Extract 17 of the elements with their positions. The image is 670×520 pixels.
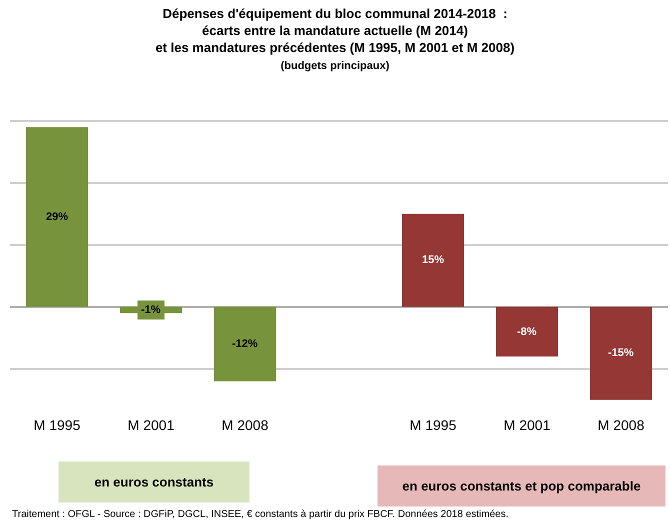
data-label: -15% <box>608 347 634 359</box>
text: en euros constants et pop comparable <box>402 478 641 494</box>
text: Traitement : OFGL - Source : DGFiP, DGCL, INSEE, € constants à partir du prix FBCF. Données 2018 estimées. <box>12 509 508 520</box>
data-label: 29% <box>46 211 68 223</box>
x-tick-label: M 2001 <box>504 417 551 433</box>
x-tick-label: M 2001 <box>128 417 175 433</box>
x-tick-label: M 1995 <box>34 417 81 433</box>
x-tick-label: M 1995 <box>410 417 457 433</box>
data-label: -12% <box>232 338 258 350</box>
data-label: 15% <box>422 254 444 266</box>
data-label: -8% <box>517 326 537 338</box>
chart-subtitle: (budgets principaux) <box>280 60 390 72</box>
x-tick-label: M 2008 <box>222 417 269 433</box>
chart-title: Dépenses d'équipement du bloc communal 2014-2018 : écarts entre la mandature actuelle (M 2014) et les mandatures précédentes (M 1995, M 2001 et M 2008) <box>155 6 515 55</box>
data-label: -1% <box>141 304 161 316</box>
x-tick-label: M 2008 <box>598 417 645 433</box>
text: en euros constants <box>94 474 214 490</box>
